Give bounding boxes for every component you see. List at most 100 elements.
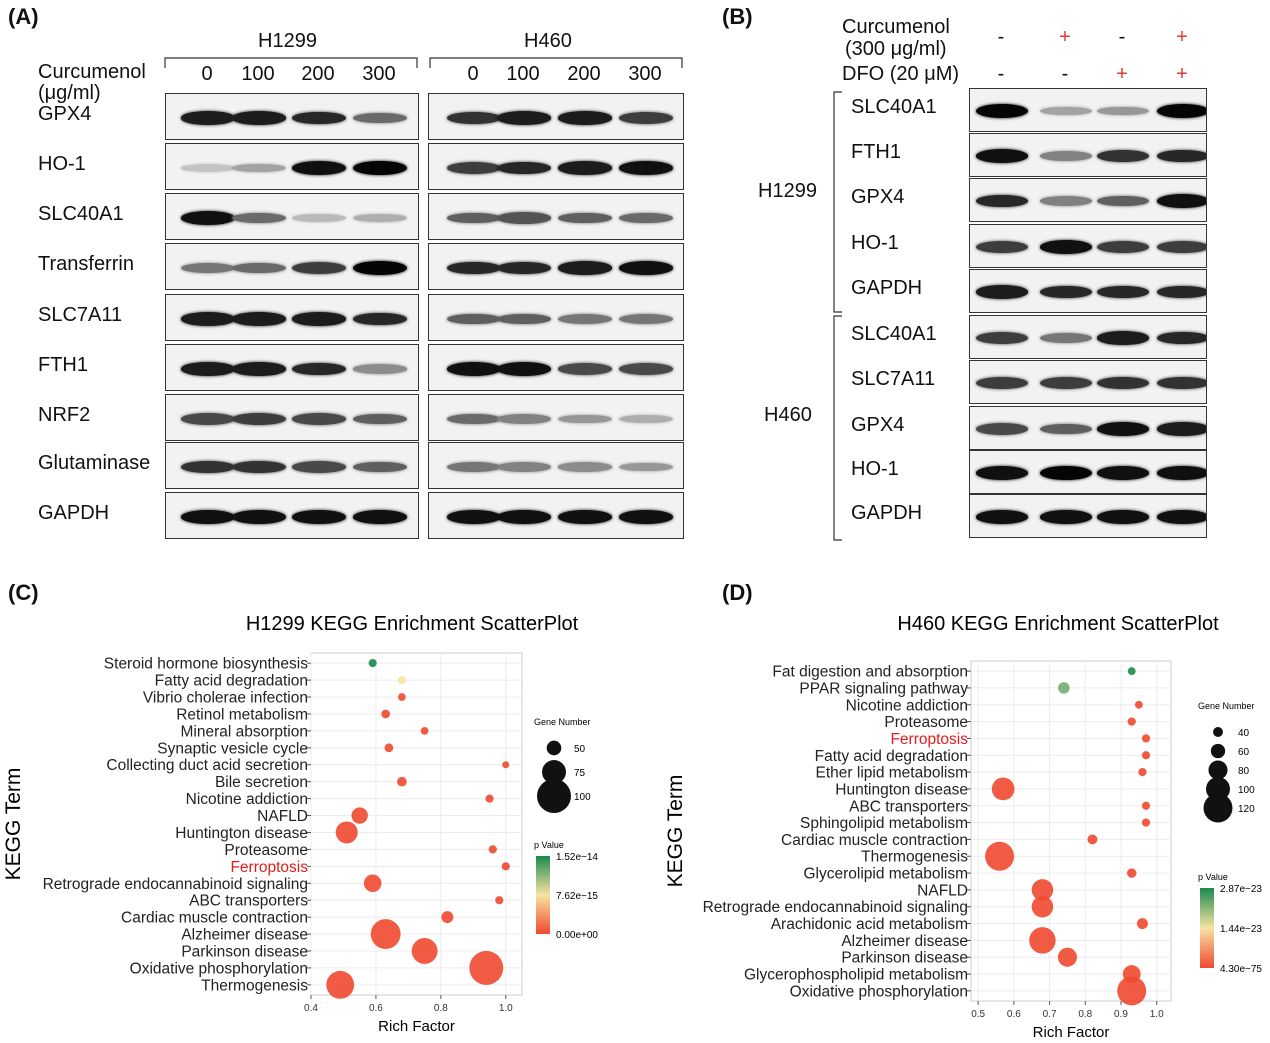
- blot-band: [1157, 376, 1206, 390]
- term-label: Parkinson disease: [181, 943, 308, 960]
- term-label: Mineral absorption: [180, 723, 308, 740]
- x-tick-label: 0.9: [1114, 1009, 1128, 1020]
- curcumenol-sign: +: [1059, 26, 1071, 48]
- blot-band: [232, 412, 286, 426]
- curcumenol-sign: +: [1176, 26, 1188, 48]
- blot-band: [1157, 285, 1206, 299]
- blot-band: [232, 460, 286, 474]
- protein-label: GPX4: [851, 414, 905, 436]
- blot-band: [447, 161, 501, 175]
- color-legend-label: 1.52e−14: [556, 852, 598, 863]
- blot-band: [976, 149, 1028, 163]
- data-point: [397, 675, 406, 685]
- blot-band: [232, 262, 286, 274]
- chart-title: H460 KEGG Enrichment ScatterPlot: [897, 613, 1219, 635]
- blot-band: [558, 313, 612, 325]
- blot-band: [292, 261, 346, 275]
- plot-area: [970, 660, 1172, 1002]
- blot-band: [447, 261, 501, 275]
- data-point: [1117, 976, 1147, 1006]
- panel-label-d: (D): [722, 580, 753, 605]
- blot-band: [447, 111, 501, 125]
- blot-band: [181, 510, 235, 524]
- blot-band: [232, 212, 286, 224]
- term-label: NAFLD: [257, 808, 308, 825]
- y-axis-label: KEGG Term: [664, 775, 687, 888]
- data-point: [1141, 734, 1151, 743]
- blot-row: [969, 406, 1207, 450]
- term-label: NAFLD: [917, 882, 968, 899]
- term-label: Glycerolipid metabolism: [803, 866, 968, 883]
- blot-band: [619, 212, 673, 224]
- blot-band: [976, 104, 1028, 118]
- blot-band: [619, 414, 673, 424]
- concentration-label: 300: [362, 63, 396, 85]
- protein-label: SLC7A11: [851, 368, 936, 390]
- data-point: [1127, 717, 1136, 726]
- term-label: Fat digestion and absorption: [772, 664, 968, 681]
- blot-band: [1097, 106, 1149, 116]
- data-point: [502, 761, 510, 769]
- blot-band: [619, 363, 673, 375]
- blot-band: [558, 111, 612, 125]
- protein-label: HO-1: [851, 458, 899, 480]
- blot-band: [353, 213, 407, 223]
- blot-band: [1040, 240, 1092, 254]
- x-tick-label: 1.0: [499, 1003, 513, 1014]
- blot-band: [447, 313, 501, 325]
- blot-band: [353, 461, 407, 473]
- term-label: Proteasome: [884, 714, 968, 731]
- concentration-label: 300: [628, 63, 662, 85]
- blot-band: [353, 413, 407, 425]
- treatment-unit-label: (μg/ml): [38, 82, 101, 104]
- size-legend-title: Gene Number: [1198, 701, 1255, 711]
- blot-h1299: [165, 442, 419, 489]
- group-brackets: [833, 91, 842, 541]
- data-point: [441, 911, 454, 924]
- term-label: Cardiac muscle contraction: [781, 832, 968, 849]
- size-legend-dot: [542, 760, 566, 784]
- blot-band: [1157, 194, 1206, 208]
- blot-h1299: [165, 243, 419, 290]
- protein-label: SLC40A1: [851, 96, 937, 118]
- blot-band: [1157, 331, 1206, 345]
- blot-band: [353, 161, 407, 175]
- blot-band: [292, 214, 346, 222]
- blot-row: [969, 224, 1207, 268]
- h460-kegg-scatterplot: H460 KEGG Enrichment ScatterPlot 0.5 0.6 0.…: [664, 613, 1262, 1041]
- x-tick-label: 0.8: [1078, 1009, 1092, 1020]
- data-point: [1057, 947, 1077, 967]
- blot-h460: [428, 344, 684, 391]
- data-point: [1031, 895, 1054, 918]
- data-point: [368, 659, 377, 668]
- x-tick-label: 0.4: [304, 1003, 318, 1014]
- blot-band: [1040, 196, 1092, 206]
- term-label: PPAR signaling pathway: [799, 680, 968, 697]
- protein-label: SLC40A1: [38, 203, 124, 225]
- data-point: [495, 896, 504, 905]
- blot-band: [1040, 285, 1092, 299]
- data-point: [991, 777, 1015, 801]
- data-point: [398, 693, 406, 701]
- term-label: Proteasome: [224, 842, 308, 859]
- x-axis-label: Rich Factor: [378, 1018, 455, 1035]
- treatment-label: Curcumenol: [38, 61, 146, 83]
- size-legend-label: 100: [1238, 785, 1255, 796]
- blot-band: [1097, 240, 1149, 254]
- term-label: Vibrio cholerae infection: [143, 690, 308, 707]
- data-point: [326, 970, 355, 999]
- treatment1-label: Curcumenol: [842, 16, 950, 38]
- panel-label-b: (B): [722, 4, 753, 29]
- data-point: [397, 776, 407, 787]
- blot-band: [619, 510, 673, 524]
- data-point: [1141, 751, 1151, 760]
- blot-band: [353, 261, 407, 275]
- color-legend-label: 0.00e+00: [556, 930, 598, 941]
- blot-row: [969, 315, 1207, 359]
- data-point: [1058, 682, 1070, 694]
- blot-band: [232, 510, 286, 524]
- blot-row: [969, 494, 1207, 538]
- term-label: Steroid hormone biosynthesis: [104, 656, 308, 673]
- blot-band: [1097, 331, 1149, 345]
- blot-band: [292, 362, 346, 376]
